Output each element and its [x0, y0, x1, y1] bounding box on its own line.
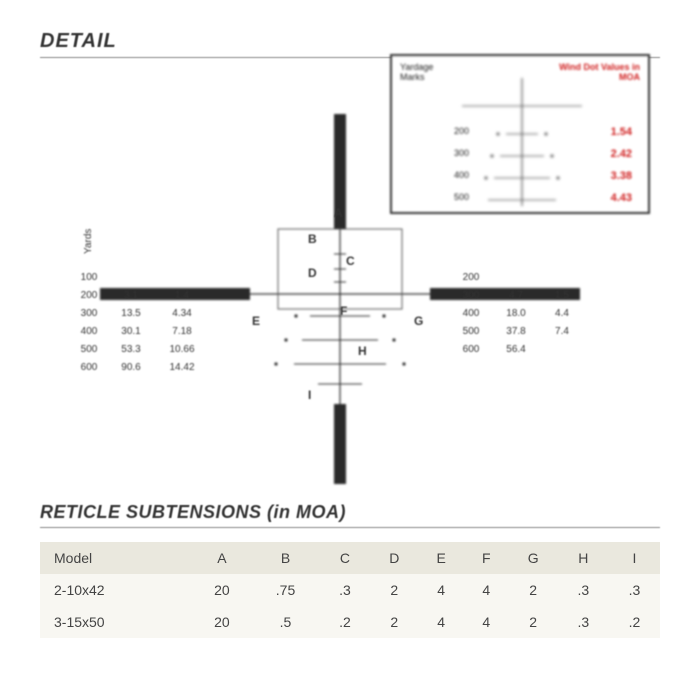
inset-value-1: 2.42: [611, 148, 632, 160]
rightc0: 200300400500600: [452, 269, 490, 359]
dim-label-G: G: [414, 314, 423, 328]
table-header-E: E: [418, 542, 464, 574]
leftc0: 100200300400500600: [72, 269, 106, 377]
inset-yards-0: 200: [454, 126, 469, 136]
table-header-D: D: [370, 542, 418, 574]
table-header-H: H: [558, 542, 609, 574]
reticle-diagram: A B C D E F G H I Yards 100200300400500600 3.113…: [40, 64, 660, 484]
dim-label-C: C: [346, 254, 355, 268]
leftc1: 3.113.530.153.390.6: [110, 269, 152, 377]
left-col1-header: Yards: [83, 229, 94, 254]
inset-value-0: 1.54: [611, 126, 632, 138]
table-header-I: I: [609, 542, 660, 574]
inset-value-3: 4.43: [611, 192, 632, 204]
table-row: 3-15x5020.5.22442.3.2: [40, 606, 660, 638]
inset-yards-1: 300: [454, 148, 469, 158]
dim-label-H: H: [358, 344, 367, 358]
table-header-Model: Model: [40, 542, 192, 574]
inset-yards-2: 400: [454, 170, 469, 180]
subtension-table: ModelABCDEFGHI 2-10x4220.75.32442.3.33-1…: [40, 542, 660, 638]
table-header-C: C: [319, 542, 370, 574]
dim-label-F: F: [340, 304, 347, 318]
dim-label-A: A: [334, 206, 343, 220]
table-row: 2-10x4220.75.32442.3.3: [40, 574, 660, 606]
dim-label-B: B: [308, 232, 317, 246]
table-header-B: B: [252, 542, 320, 574]
dim-label-E: E: [252, 314, 260, 328]
table-header-G: G: [508, 542, 557, 574]
inset-yards-3: 500: [454, 192, 469, 202]
leftc2: 1.44.347.1810.6614.42: [158, 269, 206, 377]
rightc2: 1.54.47.4: [542, 269, 582, 359]
dim-label-I: I: [308, 388, 311, 402]
inset-value-2: 3.38: [611, 170, 632, 182]
table-header-A: A: [192, 542, 251, 574]
dim-label-D: D: [308, 266, 317, 280]
inset-panel: Yardage Marks Wind Dot Values in MOA 200…: [390, 54, 650, 214]
subtensions-heading: RETICLE SUBTENSIONS (in MOA): [40, 502, 660, 528]
table-header-F: F: [464, 542, 508, 574]
rightc1: 4.718.037.856.4: [494, 269, 538, 359]
